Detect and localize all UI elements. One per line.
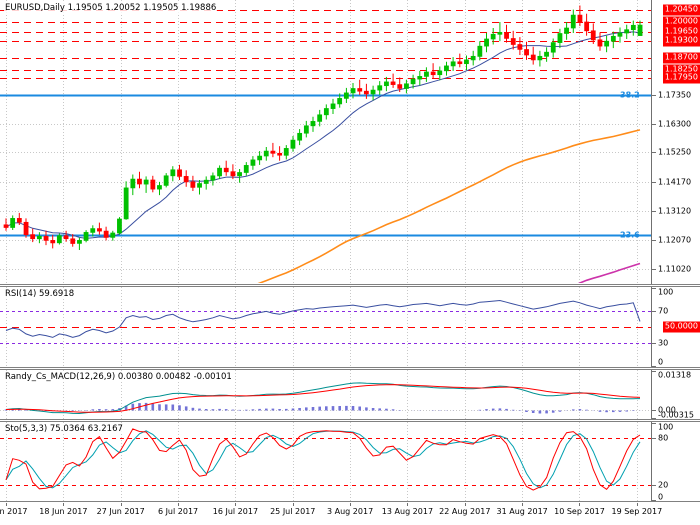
price-axis-tick: 1.15250 [658, 147, 692, 157]
price-panel-header: EURUSD,Daily 1.19505 1.20052 1.19505 1.1… [4, 3, 218, 13]
date-tickmark [522, 503, 523, 506]
rsi-panel-header: RSI(14) 59.6918 [4, 289, 76, 299]
price-axis-tick: 1.12070 [658, 235, 692, 245]
date-tick-label: 16 Jul 2017 [212, 507, 259, 516]
stochastic-axis-tickmark [652, 438, 656, 439]
date-tick-label: 25 Jul 2017 [270, 507, 316, 516]
date-tick-label: 31 Aug 2017 [496, 507, 548, 516]
macd-axis-tickmark [652, 418, 656, 419]
date-tick-label: 3 Aug 2017 [327, 507, 374, 516]
date-tick-label: 18 Jun 2017 [39, 507, 88, 516]
price-axis-tickmark [652, 124, 656, 125]
date-tick-label: 8 Jun 2017 [0, 507, 28, 516]
price-level-label[interactable]: 1.20000 [662, 16, 700, 28]
price-level-label[interactable]: 1.20450 [662, 4, 700, 16]
date-tick-label: 22 Aug 2017 [439, 507, 491, 516]
rsi-axis-tickmark [652, 343, 656, 344]
rsi-axis-tick: 70 [658, 306, 669, 316]
price-axis-tickmark [652, 182, 656, 183]
price-level-label[interactable]: 1.18700 [662, 52, 700, 64]
price-axis-tickmark [652, 95, 656, 96]
stochastic-axis-tick: 80 [658, 433, 669, 443]
stochastic-axis-tickmark [652, 423, 656, 424]
macd-axis-tickmark [652, 410, 656, 411]
fib-level-label[interactable]: 23.6 [620, 230, 640, 240]
price-axis-tick: 1.17350 [658, 90, 692, 100]
date-tick-label: 6 Jul 2017 [157, 507, 199, 516]
rsi-axis-tickmark [652, 366, 656, 367]
price-level-label[interactable]: 1.19650 [662, 26, 700, 38]
fib-level-label[interactable]: 38.2 [620, 90, 640, 100]
date-tick-label: 13 Aug 2017 [381, 507, 434, 516]
date-tickmark [637, 503, 638, 506]
price-axis-tick: 1.14170 [658, 177, 692, 187]
date-tickmark [6, 503, 7, 506]
price-axis-tickmark [652, 269, 656, 270]
macd-plot-area[interactable] [0, 370, 652, 419]
stochastic-axis-tick: 20 [658, 480, 669, 490]
date-tickmark [407, 503, 408, 506]
macd-axis-tickmark [652, 371, 656, 372]
date-tickmark [63, 503, 64, 506]
rsi-axis-tickmark [652, 288, 656, 289]
macd-axis-tick: 0.00 [658, 405, 676, 415]
price-axis-tick: 1.13120 [658, 206, 692, 216]
price-axis-tickmark [652, 211, 656, 212]
stochastic-panel[interactable]: 100 80 20 0 Sto(5,3,3) 75.0364 63.2167 [0, 421, 700, 502]
stochastic-panel-header: Sto(5,3,3) 75.0364 63.2167 [4, 424, 124, 434]
stochastic-axis-tickmark [652, 500, 656, 501]
stochastic-axis-tick: 0 [658, 492, 664, 502]
macd-panel[interactable]: 0.01318 0.00 -0.00315 Randy_Cs_MACD(12,26,… [0, 369, 700, 420]
price-plot-area[interactable] [0, 0, 652, 284]
stochastic-axis: 100 80 20 0 [651, 422, 700, 502]
price-level-label[interactable]: 1.17950 [662, 72, 700, 84]
date-tickmark [178, 503, 179, 506]
price-axis-tickmark [652, 152, 656, 153]
price-level-label[interactable]: 1.18250 [662, 64, 700, 76]
rsi-level-label[interactable]: 50.0000 [662, 321, 700, 333]
rsi-axis-tick: 100 [658, 287, 674, 297]
stochastic-plot-area[interactable] [0, 422, 652, 501]
date-tick-label: 10 Sep 2017 [554, 507, 605, 516]
date-tickmark [235, 503, 236, 506]
macd-axis-tick: -0.00315 [658, 410, 694, 420]
macd-axis: 0.01318 0.00 -0.00315 [651, 370, 700, 420]
price-level-label[interactable]: 1.19300 [662, 35, 700, 47]
price-axis: 1.17350 1.16300 1.15250 1.14170 1.13120 1.120… [651, 0, 700, 284]
stochastic-axis-tickmark [652, 485, 656, 486]
date-tickmark [121, 503, 122, 506]
macd-panel-header: Randy_Cs_MACD(12,26,9) 0.00380 0.00482 -… [4, 372, 233, 382]
rsi-panel[interactable]: 100 70 30 0 RSI(14) 59.6918 50.0000 [0, 286, 700, 368]
rsi-axis-tick: 30 [658, 338, 669, 348]
date-axis: 8 Jun 2017 18 Jun 2017 27 Jun 2017 6 Jul 20… [0, 503, 662, 523]
rsi-axis-tickmark [652, 311, 656, 312]
date-tickmark [579, 503, 580, 506]
price-axis-tickmark [652, 240, 656, 241]
rsi-axis-tick: 0 [658, 357, 664, 367]
date-tickmark [465, 503, 466, 506]
date-tickmark [293, 503, 294, 506]
price-panel[interactable]: 1.17350 1.16300 1.15250 1.14170 1.13120 1.120… [0, 0, 700, 285]
rsi-plot-area[interactable] [0, 287, 652, 367]
macd-axis-tick: 0.01318 [658, 370, 692, 380]
date-tickmark [350, 503, 351, 506]
date-tick-label: 19 Sep 2017 [611, 507, 663, 516]
stochastic-axis-tick: 100 [658, 422, 674, 432]
price-axis-tick: 1.11020 [658, 264, 692, 274]
price-axis-tick: 1.16300 [658, 119, 692, 129]
date-tick-label: 27 Jun 2017 [96, 507, 145, 516]
